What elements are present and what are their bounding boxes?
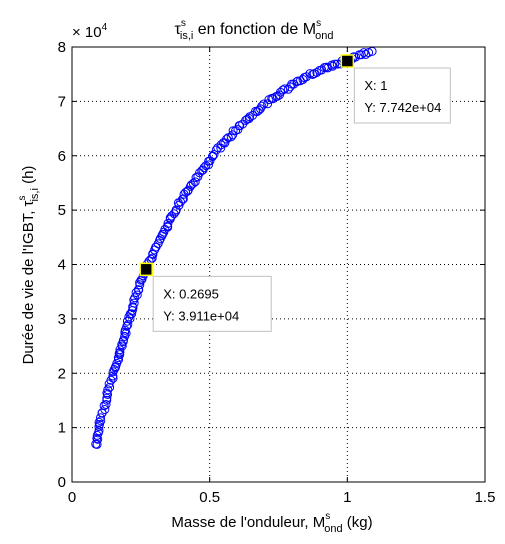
datatips: X: 0.2695 Y: 3.911e+04 X: 1 Y: 7.742e+04 (139, 54, 451, 332)
data-point (136, 275, 146, 285)
data-point (106, 375, 116, 385)
datatip-box (353, 67, 451, 124)
data-point (181, 187, 191, 197)
data-point (163, 218, 173, 228)
datatip[interactable]: X: 0.2695 Y: 3.911e+04 (139, 262, 272, 332)
data-point (312, 67, 322, 77)
data-point (359, 48, 369, 58)
data-point (317, 65, 327, 75)
data-point (226, 132, 236, 142)
data-point (94, 417, 104, 427)
data-point (127, 309, 137, 319)
y-tick-label: 2 (58, 365, 66, 382)
data-point (101, 399, 111, 409)
y-axis-label: Durée de vie de l'IGBT, τsis,i (h) (17, 166, 41, 365)
datatip-y-label: Y: 7.742e+04 (364, 100, 441, 115)
data-point (178, 194, 188, 204)
data-point (160, 224, 170, 234)
data-point (103, 385, 113, 395)
data-point (252, 107, 262, 117)
x-tick-label: 1.5 (475, 489, 496, 506)
data-point (176, 197, 186, 207)
datatip-y-label: Y: 3.911e+04 (163, 308, 239, 323)
ticks (71, 46, 486, 483)
data-point (147, 253, 157, 263)
data-point (280, 84, 290, 94)
data-point (102, 388, 112, 398)
data-point (130, 293, 140, 303)
y-tick-label: 8 (58, 39, 66, 56)
data-point (131, 288, 141, 298)
data-point (199, 163, 209, 173)
tick-labels: 0 0.5 1 1.5 0 1 2 3 4 5 6 7 8 (58, 39, 496, 506)
data-point (364, 48, 374, 58)
data-point (235, 121, 245, 131)
data-points (91, 46, 377, 449)
x-tick-label: 1 (343, 489, 351, 506)
datatip-x-label: X: 1 (364, 78, 387, 93)
x-tick-label: 0.5 (199, 489, 220, 506)
data-point (259, 99, 269, 109)
data-point (133, 285, 143, 295)
data-point (92, 439, 102, 449)
data-point (93, 434, 103, 444)
data-point (129, 298, 139, 308)
data-point (114, 348, 124, 358)
x-axis-label: Masse de l'onduleur, Ms ond (kg) (171, 511, 372, 535)
data-point (158, 229, 168, 239)
data-point (213, 143, 223, 153)
y-tick-label: 4 (58, 257, 66, 274)
y-tick-label: 7 (58, 93, 66, 110)
data-point (330, 59, 340, 69)
data-point (222, 134, 232, 144)
data-point (205, 156, 215, 166)
data-point (278, 85, 288, 95)
y-tick-label: 5 (58, 202, 66, 219)
data-point (100, 405, 110, 415)
data-point (105, 382, 115, 392)
datatip[interactable]: X: 1 Y: 7.742e+04 (340, 54, 451, 124)
data-point (108, 371, 118, 381)
data-point (185, 181, 195, 191)
datatip-marker[interactable] (139, 262, 153, 277)
data-point (268, 94, 278, 104)
y-axis-multiplier: × 104 (72, 22, 108, 41)
data-point (102, 393, 112, 403)
data-point (308, 69, 318, 79)
data-point (188, 178, 198, 188)
data-point (209, 149, 219, 159)
datatip-x-label: X: 0.2695 (163, 286, 219, 301)
data-point (190, 177, 200, 187)
data-point (171, 205, 181, 215)
data-point (108, 367, 118, 377)
data-point (228, 126, 238, 136)
data-point (96, 413, 105, 423)
datatip-box (152, 275, 272, 332)
y-tick-label: 3 (58, 311, 66, 328)
data-point (211, 145, 221, 155)
y-tick-label: 0 (58, 474, 66, 491)
data-point (321, 62, 331, 72)
x-tick-label: 0 (68, 489, 76, 506)
datatip-marker[interactable] (340, 54, 355, 68)
data-point (120, 325, 130, 335)
data-point (204, 160, 214, 170)
y-tick-label: 1 (58, 420, 66, 437)
data-point (257, 101, 267, 111)
data-point (122, 321, 132, 331)
data-point (125, 314, 135, 324)
y-tick-label: 6 (58, 148, 66, 165)
data-point (328, 61, 337, 71)
chart-title: τs is,i en fonction de Ms ond (175, 18, 334, 42)
